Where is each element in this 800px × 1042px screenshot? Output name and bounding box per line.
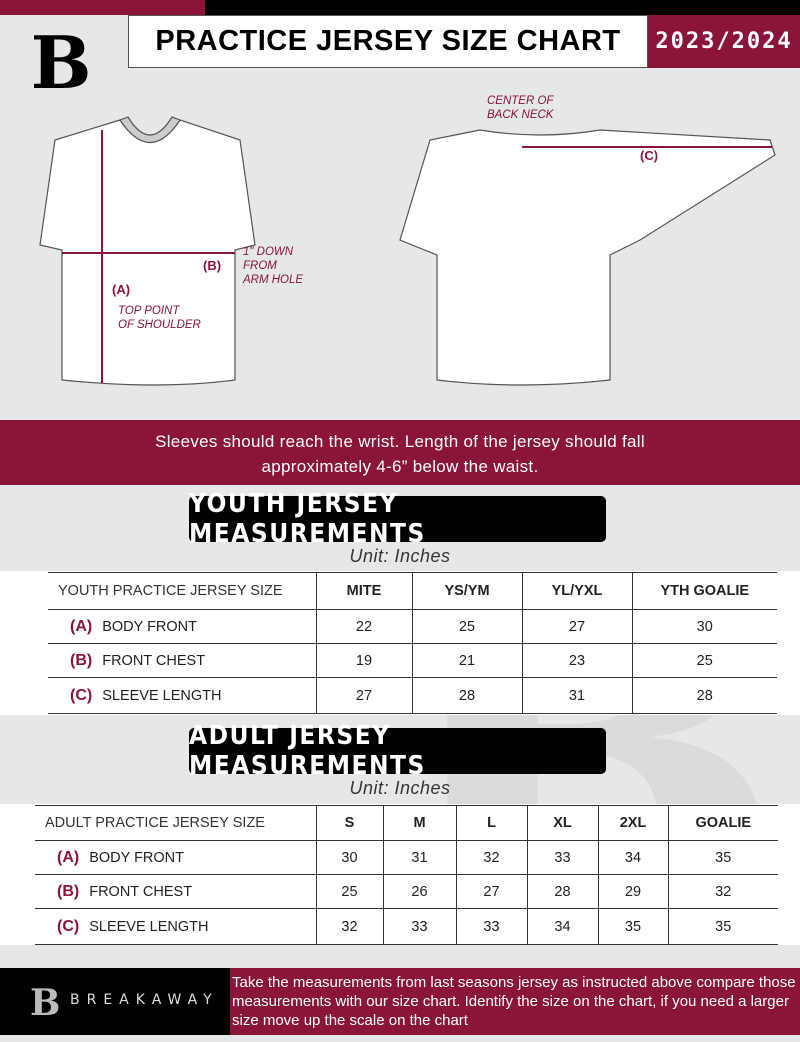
cell: 33 [526,840,598,875]
adult-size-table: ADULT PRACTICE JERSEY SIZE S M L XL 2XL … [35,805,778,945]
cell: 29 [597,874,668,909]
table-row: (A) BODY FRONT 30 31 32 33 34 35 [35,840,778,875]
top-bar [205,0,800,15]
cell: 33 [382,908,456,945]
cell: 27 [521,609,632,644]
cell: 35 [597,908,668,945]
footer-brand: B BREAKAWAY [0,968,230,1035]
cell: 30 [631,609,777,644]
row-key: (B) [57,882,80,900]
cell: 35 [667,908,778,945]
youth-size-table: YOUTH PRACTICE JERSEY SIZE MITE YS/YM YL… [48,572,777,714]
row-key: (C) [70,686,93,704]
row-key: (B) [70,651,93,669]
youth-unit: Unit: Inches [349,546,451,566]
table-header-row: YOUTH PRACTICE JERSEY SIZE MITE YS/YM YL… [48,572,777,610]
cell: 32 [667,874,778,909]
table-row: (C) SLEEVE LENGTH 27 28 31 28 [48,677,777,714]
row-label: SLEEVE LENGTH [89,918,209,935]
row-key: (A) [57,848,80,866]
cell: 30 [315,840,383,875]
cell: 32 [315,908,383,945]
table-row: (B) FRONT CHEST 25 26 27 28 29 32 [35,874,778,909]
cell: 25 [411,609,522,644]
header-cell: GOALIE [667,805,778,841]
cell: 33 [455,908,527,945]
cell: 19 [315,643,412,678]
header-cell: M [382,805,456,841]
footer-instructions: Take the measurements from last seasons … [230,968,800,1035]
cell: 35 [667,840,778,875]
top-bar-accent [0,0,205,15]
row-label: FRONT CHEST [102,652,206,669]
cell: 28 [526,874,598,909]
cell: 31 [521,677,632,714]
cell: 34 [526,908,598,945]
shoulder-note: TOP POINT OF SHOULDER [118,305,201,331]
cell: 34 [597,840,668,875]
cell: 22 [315,609,412,644]
back-jersey [399,129,776,386]
header-cell: YS/YM [411,572,522,610]
header-cell: YOUTH PRACTICE JERSEY SIZE [48,572,316,610]
jersey-diagram [39,116,776,386]
cell: 21 [411,643,522,678]
header-cell: MITE [315,572,412,610]
row-label: FRONT CHEST [89,883,193,900]
table-header-row: ADULT PRACTICE JERSEY SIZE S M L XL 2XL … [35,805,778,841]
header-cell: YL/YXL [521,572,632,610]
breakaway-small-logo: B [30,982,61,1024]
center-back-neck-note: CENTER OF BACK NECK [487,95,554,121]
breakaway-logo: B [30,20,92,105]
banner-line-2: approximately 4-6” below the waist. [261,457,539,476]
header-cell: ADULT PRACTICE JERSEY SIZE [35,805,316,841]
cell: 31 [382,840,456,875]
table-row: (A) BODY FRONT 22 25 27 30 [48,609,777,644]
youth-section-title: YOUTH JERSEY MEASUREMENTS [189,489,606,549]
cell: 25 [315,874,383,909]
cell: 26 [382,874,456,909]
fit-instructions-banner: Sleeves should reach the wrist. Length o… [0,420,800,485]
adult-unit: Unit: Inches [349,778,451,798]
label-b: (B) [203,258,222,273]
cell: 28 [411,677,522,714]
page-title: PRACTICE JERSEY SIZE CHART [128,15,648,68]
cell: 27 [455,874,527,909]
header-cell: YTH GOALIE [631,572,777,610]
header-cell: S [315,805,383,841]
cell: 25 [631,643,777,678]
row-key: (A) [70,617,93,635]
row-key: (C) [57,917,80,935]
row-label: SLEEVE LENGTH [102,687,222,704]
header-cell: L [455,805,527,841]
cell: 28 [631,677,777,714]
brand-name: BREAKAWAY [70,992,219,1008]
table-row: (B) FRONT CHEST 19 21 23 25 [48,643,777,678]
banner-line-1: Sleeves should reach the wrist. Length o… [155,432,645,451]
table-row: (C) SLEEVE LENGTH 32 33 33 34 35 35 [35,908,778,945]
cell: 32 [455,840,527,875]
label-a: (A) [112,282,131,297]
cell: 27 [315,677,412,714]
season-label: 2023/2024 [648,15,800,68]
row-label: BODY FRONT [102,618,198,635]
adult-section-title: ADULT JERSEY MEASUREMENTS [189,721,606,781]
header-cell: 2XL [597,805,668,841]
cell: 23 [521,643,632,678]
row-label: BODY FRONT [89,849,185,866]
label-c: (C) [640,148,659,163]
header-cell: XL [526,805,598,841]
arm-hole-note: 1" DOWN FROM ARM HOLE [243,246,304,286]
